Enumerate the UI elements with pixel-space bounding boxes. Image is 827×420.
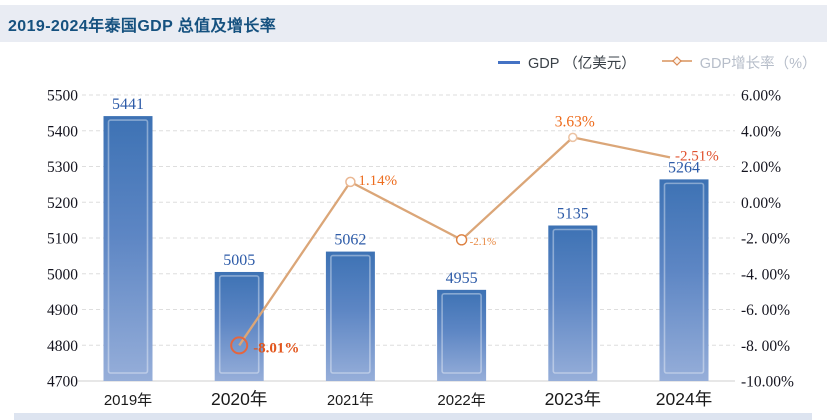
chart-title: 2019-2024年泰国GDP 总值及增长率 bbox=[8, 17, 277, 35]
bar-inner-outline bbox=[552, 228, 594, 374]
legend-label-growth-rate: GDP增长率（%） bbox=[699, 56, 817, 72]
growth-value-label: 3.63% bbox=[555, 113, 595, 130]
growth-value-label: -2.51% bbox=[675, 148, 719, 164]
bar-value-label: 5441 bbox=[112, 96, 144, 113]
legend-item-growth-rate[interactable]: GDP增长率（%） bbox=[661, 52, 817, 73]
right-axis-tick: 2.00% bbox=[741, 159, 781, 176]
x-axis-label: 2022年 bbox=[437, 392, 485, 409]
right-axis-tick: 6.00% bbox=[741, 88, 781, 105]
growth-line-diamond-swatch-icon bbox=[661, 54, 692, 72]
bar-inner-outline bbox=[330, 254, 371, 374]
bar-2024年 bbox=[659, 179, 709, 381]
bar-2019年 bbox=[103, 116, 153, 381]
bar-value-label: 5062 bbox=[334, 232, 366, 249]
right-axis-tick: -6. 00% bbox=[741, 302, 790, 319]
growth-marker bbox=[568, 132, 578, 143]
legend-label-gdp: GDP （亿美元） bbox=[528, 56, 636, 72]
left-axis-tick: 5400 bbox=[47, 123, 78, 140]
x-axis-label: 2021年 bbox=[327, 392, 374, 409]
growth-marker bbox=[345, 176, 356, 188]
right-axis-tick: -2. 00% bbox=[741, 231, 790, 248]
legend-item-gdp[interactable]: GDP （亿美元） bbox=[498, 52, 636, 73]
left-axis-tick: 5100 bbox=[47, 231, 78, 248]
bar-inner-outline bbox=[107, 119, 149, 374]
x-axis-label: 2023年 bbox=[545, 389, 601, 409]
left-axis-tick: 4900 bbox=[47, 302, 78, 319]
bar-value-label: 4955 bbox=[446, 270, 478, 287]
right-axis-tick: 4.00% bbox=[741, 123, 781, 140]
x-axis-label: 2024年 bbox=[656, 389, 712, 409]
growth-marker bbox=[230, 336, 249, 355]
bar-2020年 bbox=[214, 271, 264, 381]
right-axis-tick: -4. 00% bbox=[741, 266, 790, 283]
left-axis-tick: 5200 bbox=[47, 195, 78, 212]
bar-inner-outline bbox=[441, 293, 482, 374]
growth-marker bbox=[455, 234, 468, 246]
bar-value-label: 5264 bbox=[668, 159, 700, 176]
growth-value-label: -2.1% bbox=[470, 236, 497, 248]
x-axis-label: 2020年 bbox=[211, 389, 267, 409]
bar-value-label: 5005 bbox=[223, 252, 255, 269]
left-axis-tick: 4800 bbox=[47, 338, 78, 355]
header-band: 2019-2024年泰国GDP 总值及增长率 bbox=[0, 5, 827, 42]
left-axis-tick: 4700 bbox=[47, 374, 78, 391]
right-axis-tick: -10.00% bbox=[741, 374, 794, 391]
growth-value-label: 1.14% bbox=[358, 173, 397, 189]
bar-2023年 bbox=[548, 225, 598, 381]
right-axis-tick: 0.00% bbox=[741, 195, 781, 212]
bottom-strip bbox=[14, 413, 812, 420]
bar-2021年 bbox=[325, 251, 375, 381]
x-axis-label: 2019年 bbox=[104, 392, 152, 409]
bar-inner-outline bbox=[218, 275, 260, 374]
bar-inner-outline bbox=[663, 182, 705, 374]
growth-value-label: -8.01% bbox=[253, 340, 299, 356]
legend: GDP （亿美元） GDP增长率（%） bbox=[498, 52, 817, 73]
bar-value-label: 5135 bbox=[557, 205, 589, 222]
bar-2022年 bbox=[437, 289, 487, 381]
gdp-line-swatch-icon bbox=[498, 61, 520, 64]
left-axis-tick: 5300 bbox=[47, 159, 78, 176]
left-axis-tick: 5000 bbox=[47, 266, 78, 283]
left-axis-tick: 5500 bbox=[47, 88, 78, 105]
right-axis-tick: -8. 00% bbox=[741, 338, 790, 355]
